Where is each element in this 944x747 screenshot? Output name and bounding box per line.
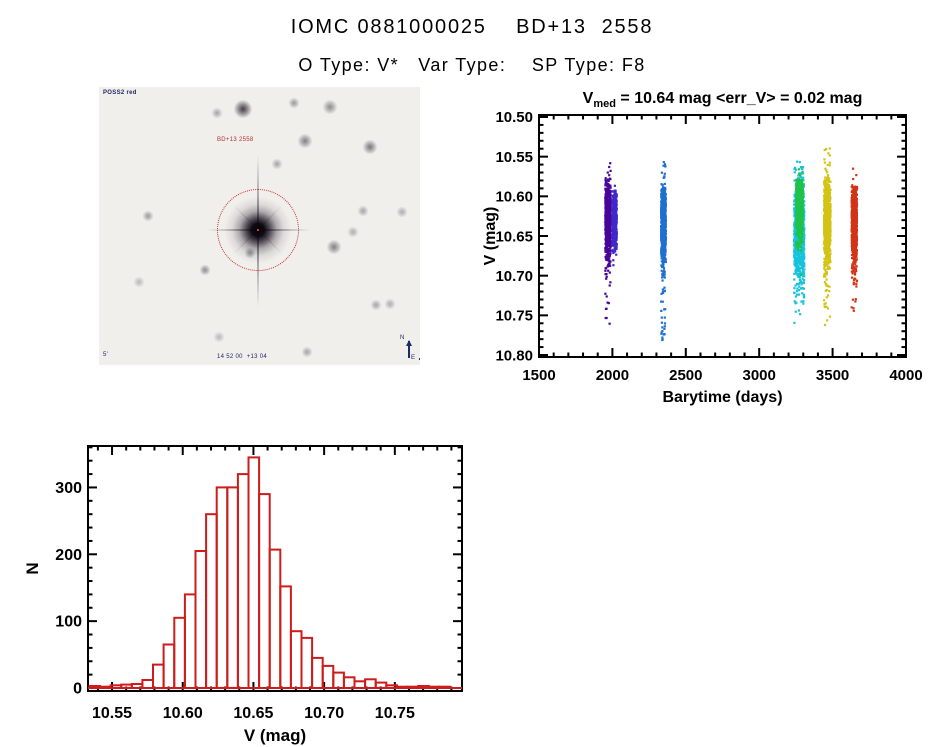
cluster-epoch3-green: [795, 168, 804, 276]
field-star: [322, 99, 338, 115]
cluster-epoch1-violet: [611, 184, 618, 267]
histogram-bar: [427, 685, 441, 690]
x-tick-label: 10.55: [92, 705, 132, 722]
compass-north-label: N: [400, 335, 405, 341]
x-axis-title: Barytime (days): [662, 389, 782, 406]
x-tick-label: 3500: [816, 367, 849, 384]
y-tick-label: 10.50: [495, 109, 533, 126]
histogram-bar: [438, 685, 451, 690]
x-tick-label: 2000: [596, 367, 629, 384]
scale-label: 5': [103, 352, 109, 358]
field-star: [396, 206, 408, 218]
histogram-bar: [183, 593, 197, 689]
histogram-bars: [88, 456, 462, 690]
histogram-bar: [99, 685, 112, 690]
x-tick-label: 10.70: [304, 705, 344, 722]
photometric-aperture-circle: [217, 189, 299, 271]
scatter-title: Vmed = 10.64 mag <err_V> = 0.02 mag: [583, 90, 863, 110]
compass-east-bar-icon: [419, 358, 420, 360]
field-star: [211, 107, 223, 119]
x-tick-label: 10.65: [233, 705, 273, 722]
field-star: [326, 239, 342, 255]
histogram-bar: [141, 679, 155, 689]
histogram-bar: [396, 685, 409, 690]
histogram-bar: [205, 513, 218, 689]
histogram-bar: [300, 636, 314, 689]
y-tick-label: 100: [55, 614, 82, 631]
cluster-epoch5-red: [850, 167, 859, 312]
field-star: [301, 346, 313, 358]
y-tick-label: 200: [55, 547, 82, 564]
y-tick-label: 10.65: [495, 228, 533, 245]
y-tick-label: 300: [55, 480, 82, 497]
field-star: [213, 331, 225, 343]
target-name-label: BD+13 2558: [217, 137, 254, 143]
survey-label: POSS2 red: [103, 90, 137, 96]
field-star: [271, 158, 283, 170]
histogram-bar: [332, 671, 345, 690]
x-axis-title: V (mag): [244, 726, 306, 745]
y-tick-label: 10.55: [495, 149, 533, 166]
cluster-epoch2-blue: [660, 161, 667, 342]
axes: 10.55 10.60 10.65 10.70 10.75 0 100 200 300 V (ma…: [23, 445, 463, 745]
histogram-bar: [268, 548, 282, 689]
page-subtitle: O Type: V* Var Type: SP Type: F8: [298, 55, 646, 75]
y-tick-label: 10.60: [495, 189, 533, 206]
x-tick-label: 2500: [669, 367, 702, 384]
x-tick-label: 10.60: [163, 705, 203, 722]
y-axis-title: V (mag): [482, 207, 499, 266]
histogram-bar: [406, 685, 420, 690]
field-star: [347, 226, 359, 238]
histogram-bar: [215, 486, 229, 689]
compass-east-label: E: [411, 355, 416, 361]
coords-label: 14 52 00 +13 04: [217, 354, 268, 360]
histogram-bar: [289, 630, 303, 689]
histogram-bar: [417, 685, 430, 689]
cluster-epoch1-purple: [604, 162, 612, 325]
histogram-bar: [173, 616, 186, 689]
histogram-bar: [247, 456, 261, 690]
x-tick-label: 1500: [522, 367, 555, 384]
x-tick-label: 10.75: [375, 705, 415, 722]
field-star: [384, 298, 396, 310]
histogram-bar: [236, 473, 250, 689]
field-star: [233, 99, 253, 119]
plot-frame: [87, 445, 463, 692]
histogram-bar: [130, 683, 144, 689]
lightcurve-scatter-plot: 1500 2000 2500 3000 3500 4000 10.50 10.55 10.60 1…: [482, 90, 923, 406]
field-star: [288, 97, 300, 109]
y-tick-label: 10.70: [495, 268, 533, 285]
compass-north-arrow-icon: [406, 340, 411, 358]
page-title: IOMC 0881000025 BD+13 2558: [290, 16, 654, 38]
histogram-bar: [279, 585, 292, 689]
histogram-bar: [226, 486, 239, 689]
y-tick-label: 10.80: [495, 347, 533, 364]
histogram-bar: [194, 550, 208, 689]
field-star: [357, 205, 369, 217]
histogram-bar: [311, 656, 324, 689]
histogram-bar: [152, 663, 165, 690]
field-star: [133, 276, 145, 288]
field-star: [297, 133, 313, 149]
y-tick-label: 10.75: [495, 308, 533, 325]
histogram-bar: [120, 683, 133, 689]
axes: 1500 2000 2500 3000 3500 4000 10.50 10.55 10.60 1…: [482, 109, 923, 406]
histogram-bar: [342, 676, 356, 690]
finder-chart-image: POSS2 red BD+13 2558 5' 14 52 00 +13 04 …: [99, 87, 420, 365]
y-tick-label: 0: [73, 681, 82, 698]
y-axis-title: N: [23, 562, 42, 574]
x-tick-label: 3000: [743, 367, 776, 384]
magnitude-histogram-plot: 10.55 10.60 10.65 10.70 10.75 0 100 200 300 V (ma…: [23, 445, 463, 745]
field-star: [199, 264, 211, 276]
field-star: [370, 299, 382, 311]
field-star: [142, 210, 154, 222]
field-star: [362, 139, 378, 155]
histogram-bar: [162, 643, 176, 689]
histogram-bar: [88, 685, 102, 689]
cluster-epoch4-yellow: [823, 147, 832, 327]
histogram-bar: [374, 681, 388, 689]
x-tick-label: 4000: [889, 367, 922, 384]
histogram-bar: [258, 493, 271, 689]
